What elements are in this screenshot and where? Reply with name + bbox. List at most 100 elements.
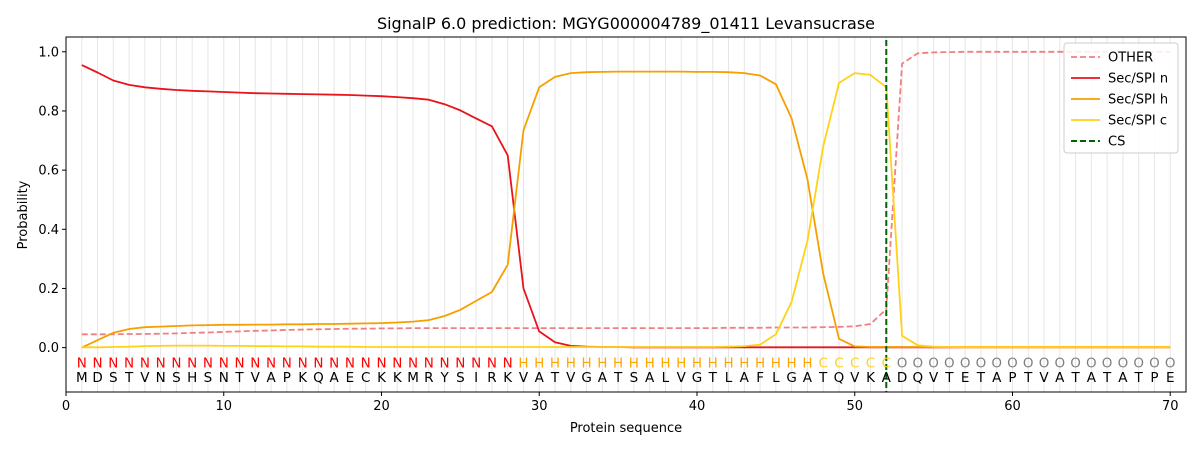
residue-label: E: [346, 370, 355, 386]
region-label: H: [518, 355, 528, 371]
residue-label: V: [850, 370, 860, 386]
region-label: H: [676, 355, 686, 371]
residue-label: V: [1039, 370, 1049, 386]
region-label: N: [487, 355, 497, 371]
residue-label: C: [361, 370, 370, 386]
x-tick-label: 20: [373, 399, 390, 414]
residue-label: V: [929, 370, 939, 386]
residue-label: A: [266, 370, 276, 386]
region-label: O: [1054, 355, 1065, 371]
region-label: C: [866, 355, 875, 371]
region-label: N: [503, 355, 513, 371]
x-axis-label: Protein sequence: [570, 421, 682, 436]
region-label: O: [928, 355, 939, 371]
region-label: H: [739, 355, 749, 371]
residue-label: T: [234, 370, 244, 386]
residue-labels: NMNDNSNTNVNNNSNHNSNNNTNVNANPNKNQNANENCNK…: [76, 355, 1176, 386]
region-label: H: [787, 355, 797, 371]
residue-label: V: [140, 370, 150, 386]
series-line-sec-spi-n: [81, 64, 1171, 349]
residue-label: Q: [834, 370, 845, 386]
legend-label: Sec/SPI n: [1108, 72, 1168, 87]
residue-label: A: [992, 370, 1002, 386]
residue-label: A: [1055, 370, 1065, 386]
residue-label: A: [598, 370, 608, 386]
residue-label: D: [92, 370, 102, 386]
region-label: O: [976, 355, 987, 371]
region-label: H: [771, 355, 781, 371]
region-label: C: [850, 355, 859, 371]
region-label: H: [723, 355, 733, 371]
residue-label: A: [645, 370, 655, 386]
region-label: O: [897, 355, 908, 371]
region-label: N: [219, 355, 229, 371]
region-label: H: [629, 355, 639, 371]
residue-label: K: [503, 370, 513, 386]
residue-label: Q: [913, 370, 924, 386]
residue-label: N: [219, 370, 229, 386]
y-tick-label: 0.4: [38, 223, 59, 238]
residue-label: V: [519, 370, 529, 386]
region-label: O: [960, 355, 971, 371]
region-label: H: [613, 355, 623, 371]
residue-label: I: [474, 370, 478, 386]
region-label: H: [660, 355, 670, 371]
region-label: N: [171, 355, 181, 371]
x-tick-label: 40: [689, 399, 706, 414]
residue-label: D: [897, 370, 907, 386]
region-label: O: [1070, 355, 1081, 371]
residue-label: A: [882, 370, 892, 386]
x-tick-label: 70: [1162, 399, 1179, 414]
x-tick-label: 60: [1004, 399, 1021, 414]
region-label: N: [408, 355, 418, 371]
region-label: H: [550, 355, 560, 371]
residue-label: S: [204, 370, 213, 386]
residue-label: T: [613, 370, 623, 386]
region-label: N: [313, 355, 323, 371]
residue-label: N: [156, 370, 166, 386]
region-label: O: [1118, 355, 1129, 371]
residue-label: L: [662, 370, 670, 386]
residue-label: F: [756, 370, 764, 386]
region-label: H: [581, 355, 591, 371]
residue-label: K: [866, 370, 876, 386]
residue-label: L: [725, 370, 733, 386]
region-label: N: [424, 355, 434, 371]
residue-label: A: [535, 370, 545, 386]
residue-label: T: [818, 370, 828, 386]
residue-label: T: [1102, 370, 1112, 386]
x-tick-label: 10: [215, 399, 232, 414]
residue-label: P: [1008, 370, 1016, 386]
region-label: H: [802, 355, 812, 371]
residue-label: K: [298, 370, 308, 386]
residue-label: A: [1087, 370, 1097, 386]
residue-label: S: [630, 370, 639, 386]
region-label: O: [913, 355, 924, 371]
region-label: N: [187, 355, 197, 371]
residue-label: T: [550, 370, 560, 386]
residue-label: S: [172, 370, 181, 386]
region-label: N: [471, 355, 481, 371]
series-lines: [81, 40, 1171, 392]
residue-label: H: [187, 370, 197, 386]
region-label: N: [455, 355, 465, 371]
legend-label: CS: [1108, 135, 1125, 150]
residue-label: P: [283, 370, 291, 386]
region-label: N: [392, 355, 402, 371]
region-label: N: [266, 355, 276, 371]
residue-label: L: [772, 370, 780, 386]
axes: 0 10 20 30 40 50 60 70 0.0 0.2 0.4 0.6 0.8 1.0: [38, 45, 1178, 414]
region-label: N: [282, 355, 292, 371]
legend-box: [1063, 42, 1179, 154]
y-tick-label: 0.6: [38, 164, 59, 179]
region-label: O: [1102, 355, 1113, 371]
region-label: C: [818, 355, 827, 371]
residue-label: E: [1166, 370, 1175, 386]
residue-label: M: [76, 370, 88, 386]
residue-label: K: [393, 370, 403, 386]
legend-label: OTHER: [1108, 51, 1153, 66]
residue-label: T: [124, 370, 134, 386]
region-label: O: [1007, 355, 1018, 371]
region-label: O: [1165, 355, 1176, 371]
